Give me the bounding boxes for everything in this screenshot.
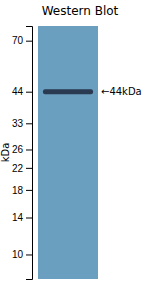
annotation: ←44kDa [101,86,142,97]
tick: 26 [12,144,32,155]
tick: 44 [12,86,32,97]
plot-area [38,26,98,279]
tick: 18 [12,185,32,196]
tick-label: 14 [12,212,24,223]
tick-label: 70 [12,35,24,46]
tick: 33 [12,118,32,129]
y-axis: 70 44 33 26 22 18 14 10 [12,27,33,280]
tick-mark [26,168,32,169]
tick-label: 44 [12,86,24,97]
tick-label: 26 [12,144,24,155]
title: Western Blot [42,4,119,18]
y-label: kDa [0,143,11,163]
axis-line [26,27,33,280]
tick-label: 10 [12,249,24,260]
tick: 70 [12,35,32,46]
tick-label: 33 [12,118,24,129]
band [43,89,93,94]
tick-mark [26,92,32,93]
tick-mark [26,218,32,219]
tick: 10 [12,249,32,260]
tick-mark [26,149,32,150]
tick-mark [26,123,32,124]
tick: 14 [12,212,32,223]
tick-label: 22 [12,163,24,174]
chart: Western Blot 70 44 33 26 22 18 14 10 kDa ←44kDa [0,0,160,287]
tick: 22 [12,163,32,174]
tick-mark [26,190,32,191]
gel [38,26,98,279]
tick-label: 18 [12,185,24,196]
tick-mark [26,41,32,42]
tick-mark [26,254,32,255]
